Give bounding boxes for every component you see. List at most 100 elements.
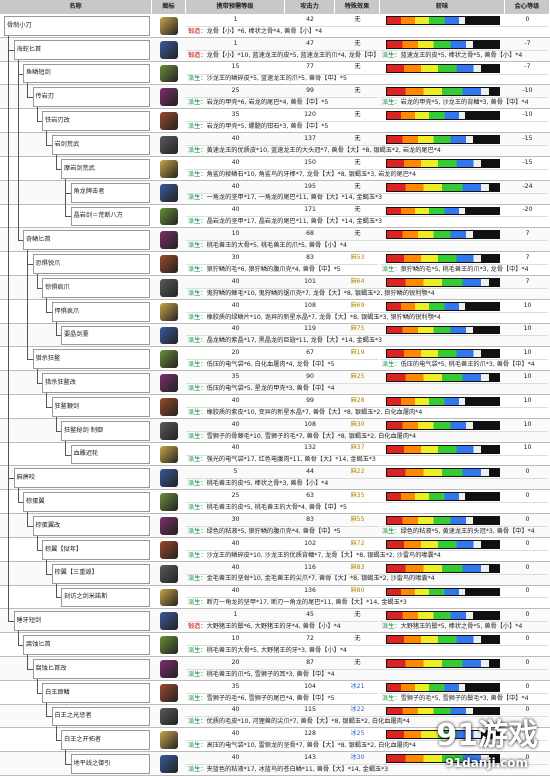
weapon-icon — [160, 136, 178, 154]
level: 40 — [231, 563, 240, 571]
sharpness-bar — [386, 158, 500, 168]
affinity: 0 — [525, 658, 530, 666]
sharpness-fill — [387, 588, 466, 596]
level: 40 — [231, 706, 240, 714]
sharpness-bar — [386, 111, 500, 121]
level: 40 — [231, 301, 240, 309]
attack: 104 — [304, 682, 316, 690]
affinity: 0 — [525, 706, 530, 714]
sharpness-fill — [387, 159, 482, 167]
material-kind: 派生： — [382, 99, 401, 107]
sharpness-bar — [386, 301, 500, 311]
affinity: -15 — [522, 134, 533, 142]
weapon-icon — [160, 636, 178, 654]
affinity: 7 — [525, 253, 530, 261]
materials: 派生： 桃毛兽王的大骨*5, 大野猪王的牙*3, 兽骨【小】*4 — [186, 645, 548, 656]
tree-line — [65, 178, 66, 217]
sharpness-fill — [387, 112, 466, 120]
level: 40 — [231, 325, 240, 333]
attack: 42 — [306, 15, 314, 23]
material-kind: 派生： — [188, 146, 207, 154]
material-kind: 派生： — [188, 170, 207, 178]
tree-line — [27, 83, 28, 98]
tree-line — [65, 454, 71, 456]
affinity: 10 — [523, 396, 532, 404]
tree-line — [46, 573, 52, 575]
materials: 派生： 橡胶质的紫皮*10, 变异的新星水晶*7, 兽骨【大】*8, 银蝎玉*2,… — [186, 406, 548, 418]
tree-line — [27, 97, 33, 99]
sharpness-bar — [386, 230, 500, 240]
material-kind: 派生： — [188, 408, 207, 416]
tree-line — [46, 144, 52, 146]
material-kind: 锻造： — [188, 51, 207, 59]
level: 25 — [231, 87, 240, 95]
sharpness-fill — [387, 64, 482, 72]
weapon-icon — [160, 278, 178, 297]
level: 40 — [231, 420, 240, 428]
weapon-icon — [160, 564, 178, 583]
special: 麻55 — [350, 515, 365, 523]
materials: 派生： 断刃一角龙的坚甲*17, 断刃一角龙的尾巴*11, 兽骨【大】*14, 金… — [186, 597, 548, 608]
special: 无 — [354, 230, 361, 238]
materials: 派生： 黄速龙王的优质皮*10, 蓝速龙王的大头冠*7, 兽骨【大】*8, 银蝎玉… — [186, 144, 548, 156]
material-kind: 派生： — [382, 51, 401, 59]
material-kind: 派生： — [188, 504, 207, 511]
attack: 101 — [304, 277, 316, 285]
tree-line — [36, 549, 42, 551]
material-text: 狼狞鳞的毛*6, 狼狞鳞的腹爪壳*4, 兽骨【中】*5 — [206, 265, 341, 273]
sharpness-bar — [386, 635, 500, 645]
header-cell: 名称 — [0, 0, 152, 14]
tree-line — [65, 216, 71, 218]
material-text: 金毛兽王的坚骨*10, 金毛兽王的尖爪*7, 兽骨【大】*8, 银蝎玉*2, 沙… — [206, 575, 435, 583]
sharpness-fill — [387, 421, 474, 429]
special: 无 — [354, 611, 361, 619]
affinity: 0 — [525, 634, 530, 642]
tree-line — [27, 359, 33, 361]
weapon-name: 角龙牌击者 — [70, 182, 150, 203]
sharpness-fill — [387, 136, 474, 143]
weapon-name: 悍惧疯爪 — [51, 301, 150, 322]
material-kind: 派生： — [188, 242, 207, 250]
level: 1 — [233, 39, 238, 47]
material-kind: 派生： — [188, 432, 207, 440]
sharpness-fill — [387, 183, 489, 191]
attack: 99 — [306, 396, 314, 404]
weapon-name: 白王之开拓者 — [61, 730, 150, 751]
sharpness-bar — [386, 206, 500, 216]
material-text: 橡胶质的绿鳞片*10, 诡异的新星水晶*7, 龙骨【大】*8, 银蝎玉*3, 狼… — [206, 313, 441, 321]
tree-line — [55, 154, 57, 169]
affinity: 0 — [525, 754, 530, 762]
sharpness-bar — [386, 39, 500, 49]
weapon-icon — [160, 707, 178, 726]
affinity: 7 — [525, 230, 530, 238]
tree-line — [55, 597, 61, 599]
sharpness-bar — [386, 87, 500, 97]
weapon-name: 惊惧疯爪 — [42, 277, 150, 298]
weapon-name: 刻访之剑米諾斯 — [61, 587, 150, 608]
sharpness-fill — [387, 88, 489, 96]
weapon-icon — [160, 445, 178, 464]
sharpness-bar — [386, 373, 500, 383]
material-kind: 派生： — [188, 765, 207, 773]
tree-line — [17, 502, 23, 504]
attack: 87 — [306, 658, 314, 666]
attack: 143 — [304, 754, 316, 762]
special: 无 — [354, 87, 361, 95]
weapon-name: 棕翼【狱年】 — [42, 539, 150, 560]
affinity: -10 — [522, 87, 533, 95]
tree-line — [55, 321, 57, 336]
affinity: -7 — [524, 63, 531, 71]
special: 无 — [354, 182, 361, 190]
attack: 63 — [306, 492, 314, 500]
materials: 派生： 桃毛兽王的皮*5, 棒状之骨*3, 兽骨【小】*4 — [186, 478, 548, 489]
sharpness-fill — [387, 40, 474, 48]
weapon-name: 鱼鳞短剑 — [23, 63, 150, 84]
special: 麻30 — [350, 420, 365, 428]
weapon-icon — [160, 493, 178, 512]
weapon-name: 棕蛋翼改 — [32, 516, 150, 536]
attack: 68 — [306, 230, 314, 238]
affinity: 10 — [523, 325, 532, 333]
material-text: 龙骨【小】*10, 蓝速龙王的皮*5, 蓝速龙王的爪*4, 龙骨【中】*5 — [206, 51, 378, 59]
level: 10 — [231, 230, 240, 238]
weapon-name: 猎杀狂鳌 — [32, 349, 150, 370]
